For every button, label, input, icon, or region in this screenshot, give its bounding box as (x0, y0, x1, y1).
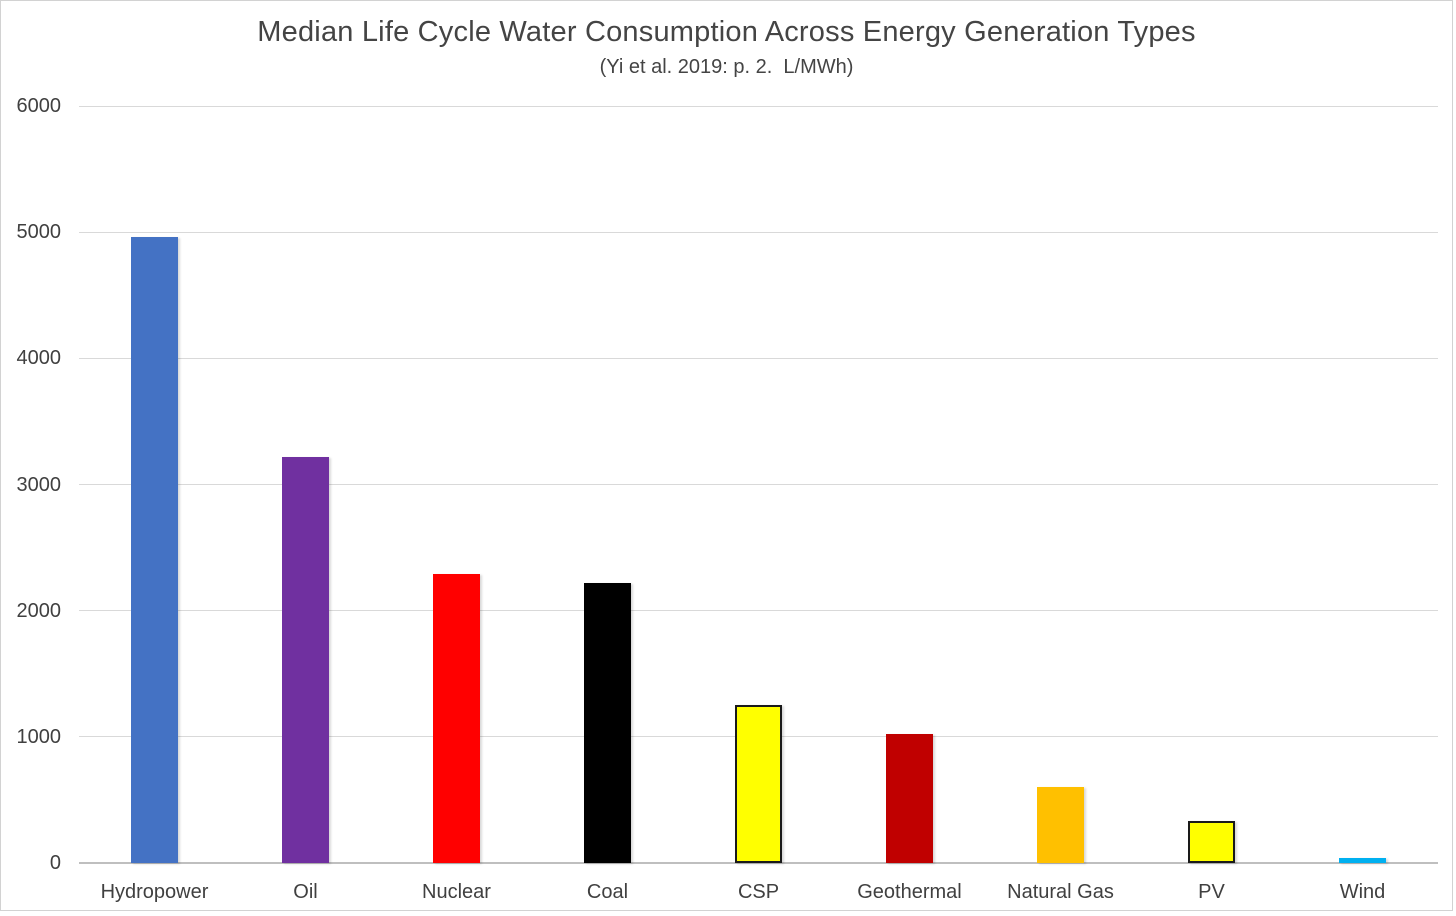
y-tick-label-1000: 1000 (16, 725, 62, 748)
bar-oil (282, 456, 329, 863)
gridline-2000 (79, 610, 1438, 612)
chart-title: Median Life Cycle Water Consumption Acro… (257, 16, 1196, 48)
bar-csp (735, 705, 782, 863)
gridline-3000 (79, 484, 1438, 485)
bar-wind (1339, 857, 1386, 863)
x-tick-label-coal: Coal (586, 881, 629, 903)
chart-subtitle: (Yi et al. 2019: p. 2. L/MWh) (599, 56, 854, 78)
gridline-4000 (79, 357, 1438, 359)
x-tick-label-pv: PV (1198, 881, 1225, 903)
bar-geothermal (886, 734, 933, 863)
x-tick-label-natural-gas: Natural Gas (1007, 881, 1114, 903)
y-tick-label-3000: 3000 (16, 473, 62, 496)
plot-area: 0 1000 2000 3000 4000 5000 6000 Hydropower Oil Nu… (17, 95, 1438, 903)
bar-pv (1188, 821, 1235, 863)
y-tick-label-6000: 6000 (16, 95, 62, 117)
bar-coal (584, 582, 631, 863)
x-tick-label-wind: Wind (1339, 881, 1386, 903)
bar-natural-gas (1037, 787, 1084, 863)
y-tick-label-5000: 5000 (16, 221, 62, 244)
bar-nuclear (433, 574, 480, 863)
bar-hydropower (131, 237, 178, 863)
gridline-5000 (79, 231, 1438, 233)
x-tick-label-oil: Oil (293, 881, 318, 903)
y-tick-label-4000: 4000 (16, 347, 62, 370)
x-tick-label-geothermal: Geothermal (857, 881, 962, 903)
gridline-6000 (79, 105, 1438, 107)
x-tick-label-csp: CSP (737, 881, 780, 903)
x-tick-label-hydropower: Hydropower (100, 881, 209, 903)
x-axis-line (79, 862, 1438, 864)
y-tick-label-2000: 2000 (16, 599, 62, 622)
x-tick-label-nuclear: Nuclear (422, 881, 491, 903)
y-tick-label-0: 0 (49, 852, 61, 874)
